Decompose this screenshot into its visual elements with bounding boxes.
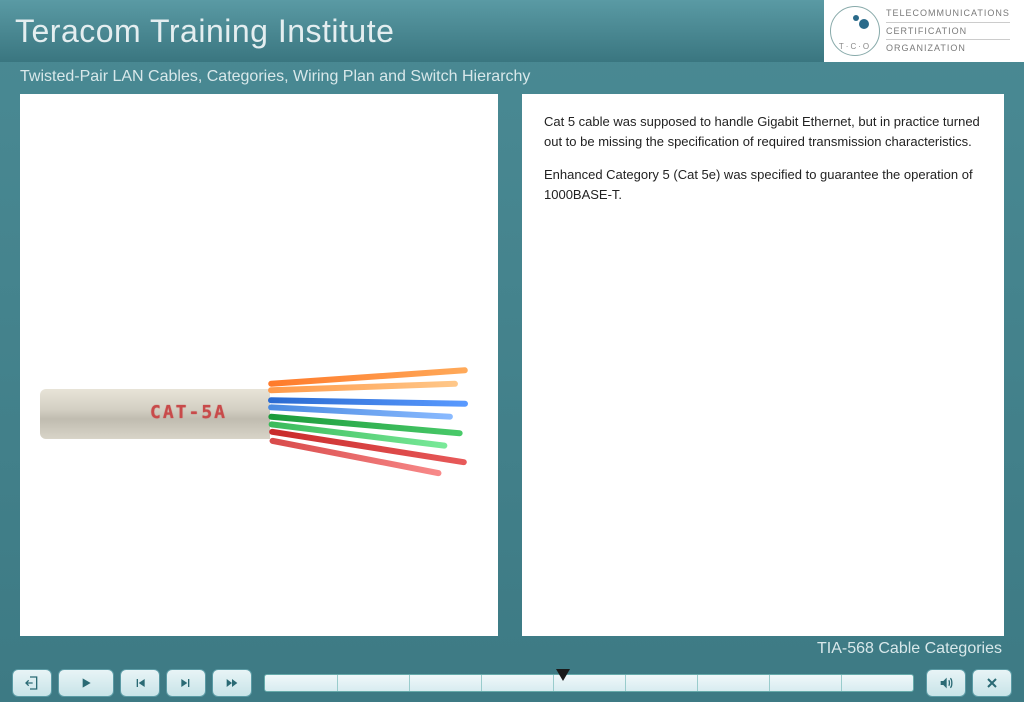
progress-tick [769,675,770,691]
logo-line: TELECOMMUNICATIONS [886,5,1010,22]
volume-button[interactable] [926,669,966,697]
progress-tick [697,675,698,691]
close-button[interactable] [972,669,1012,697]
close-icon [984,675,1000,691]
logo-line: CERTIFICATION [886,23,1010,40]
fast-forward-icon [224,675,240,691]
exit-button[interactable] [12,669,52,697]
logo: T·C·O TELECOMMUNICATIONS CERTIFICATION O… [824,0,1024,62]
app-title: Teracom Training Institute [15,13,394,50]
progress-tick [625,675,626,691]
cable-label: CAT-5A [150,402,227,423]
skip-back-icon [132,675,148,691]
play-icon [78,675,94,691]
progress-tick [553,675,554,691]
skip-forward-icon [178,675,194,691]
next-button[interactable] [166,669,206,697]
logo-line: ORGANIZATION [886,40,1010,56]
content-area: CAT-5A Cat 5 cable was supposed to handl… [0,94,1024,636]
progress-tick [337,675,338,691]
cable-illustration: CAT-5A [20,354,498,474]
previous-button[interactable] [120,669,160,697]
logo-mark: T·C·O [830,6,880,56]
header: Teracom Training Institute T·C·O TELECOM… [0,0,1024,62]
progress-tick [841,675,842,691]
paragraph: Cat 5 cable was supposed to handle Gigab… [544,112,982,151]
progress-marker[interactable] [556,669,570,681]
text-panel: Cat 5 cable was supposed to handle Gigab… [522,94,1004,636]
progress-track[interactable] [264,674,914,692]
fast-forward-button[interactable] [212,669,252,697]
volume-icon [938,675,954,691]
logo-acronym: T·C·O [831,42,879,51]
play-button[interactable] [58,669,114,697]
image-panel: CAT-5A [20,94,498,636]
slide-title: TIA-568 Cable Categories [0,636,1024,664]
logo-text: TELECOMMUNICATIONS CERTIFICATION ORGANIZ… [886,5,1010,56]
page-subtitle: Twisted-Pair LAN Cables, Categories, Wir… [0,62,1024,94]
paragraph: Enhanced Category 5 (Cat 5e) was specifi… [544,165,982,204]
progress-tick [481,675,482,691]
progress-tick [409,675,410,691]
exit-icon [24,675,40,691]
playback-controls [0,664,1024,702]
